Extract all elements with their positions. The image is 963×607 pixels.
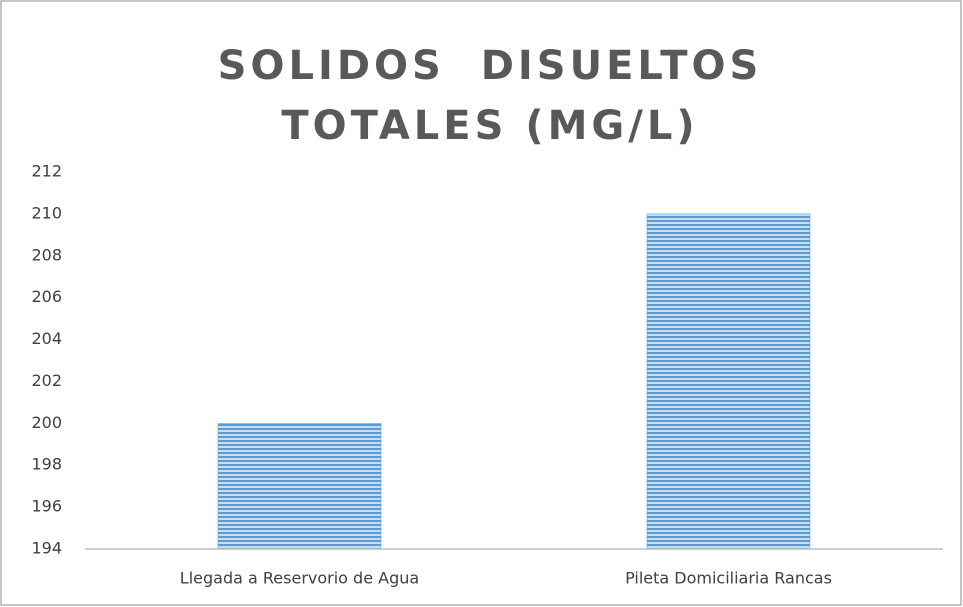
y-tick-label: 206: [31, 287, 62, 306]
y-tick-label: 210: [31, 203, 62, 222]
chart-title: SOLIDOS DISUELTOS TOTALES (MG/L): [217, 43, 781, 149]
y-tick-label: 212: [31, 162, 62, 181]
bar: [217, 423, 382, 550]
y-tick-label: 204: [31, 329, 62, 348]
x-tick-label: Pileta Domiciliaria Rancas: [625, 569, 832, 588]
y-tick-label: 194: [31, 539, 62, 558]
y-tick-label: 196: [31, 497, 62, 516]
y-tick-label: 198: [31, 455, 62, 474]
x-tick-label: Llegada a Reservorio de Agua: [180, 569, 419, 588]
y-tick-label: 208: [31, 245, 62, 264]
bar: [646, 213, 811, 550]
y-tick-label: 200: [31, 413, 62, 432]
y-tick-label: 202: [31, 371, 62, 390]
